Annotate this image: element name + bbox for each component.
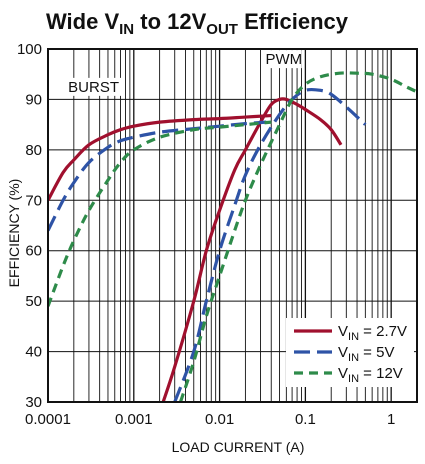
legend-label-value: = 12V	[359, 365, 403, 382]
chart-title-suffix: Efficiency	[238, 9, 349, 34]
series-line-3-burst	[48, 120, 272, 307]
plot-frame	[47, 48, 418, 403]
x-tick-label: 0.1	[295, 411, 316, 428]
series-line-3-pwm	[178, 71, 417, 402]
y-tick-label: 40	[25, 344, 42, 361]
y-tick-label: 60	[25, 243, 42, 260]
annotation-backing	[265, 50, 302, 69]
y-tick-label: 50	[25, 293, 42, 310]
y-tick-label: 90	[25, 91, 42, 108]
annotation-label: BURST	[68, 79, 119, 96]
legend-label-sub: IN	[348, 352, 359, 364]
series-line-1-pwm	[161, 97, 343, 402]
x-tick-label: 1	[387, 411, 395, 428]
chart-title-prefix: Wide V	[46, 9, 119, 34]
y-tick-label: 80	[25, 142, 42, 159]
legend-label: VIN = 12V	[338, 365, 403, 385]
x-tick-label: 0.01	[205, 411, 234, 428]
x-tick-label: 0.001	[115, 411, 153, 428]
series-layer	[48, 71, 417, 402]
series-line-1-burst	[48, 113, 272, 202]
annotation-backing	[65, 77, 122, 96]
y-axis-label: EFFICIENCY (%)	[6, 179, 22, 288]
y-tick-label: 30	[25, 394, 42, 411]
legend-label-value: = 5V	[359, 344, 394, 361]
x-axis-label: LOAD CURRENT (A)	[172, 439, 305, 455]
legend-label: VIN = 2.7V	[338, 323, 407, 343]
series-line-2-pwm	[173, 87, 367, 402]
x-tick-label: 0.0001	[25, 411, 71, 428]
legend-label: VIN = 5V	[338, 344, 394, 364]
chart-title-sub2: OUT	[206, 21, 238, 38]
legend-label-main: V	[338, 344, 348, 361]
chart-title: Wide VIN to 12VOUT Efficiency	[46, 9, 349, 38]
annotations: BURST PWM	[65, 50, 302, 96]
chart-title-sub1: IN	[119, 21, 134, 38]
chart-title-middle: to 12V	[134, 9, 206, 34]
legend-label-main: V	[338, 365, 348, 382]
y-tick-labels: 30 40 50 60 70 80 90 100	[17, 41, 42, 411]
legend-label-sub: IN	[348, 373, 359, 385]
legend-label-value: = 2.7V	[359, 323, 407, 340]
annotation-label: PWM	[265, 51, 302, 68]
x-tick-labels: 0.0001 0.001 0.01 0.1 1	[25, 411, 395, 428]
y-tick-label: 100	[17, 41, 42, 58]
y-tick-label: 70	[25, 192, 42, 209]
legend-label-main: V	[338, 323, 348, 340]
legend-label-sub: IN	[348, 331, 359, 343]
